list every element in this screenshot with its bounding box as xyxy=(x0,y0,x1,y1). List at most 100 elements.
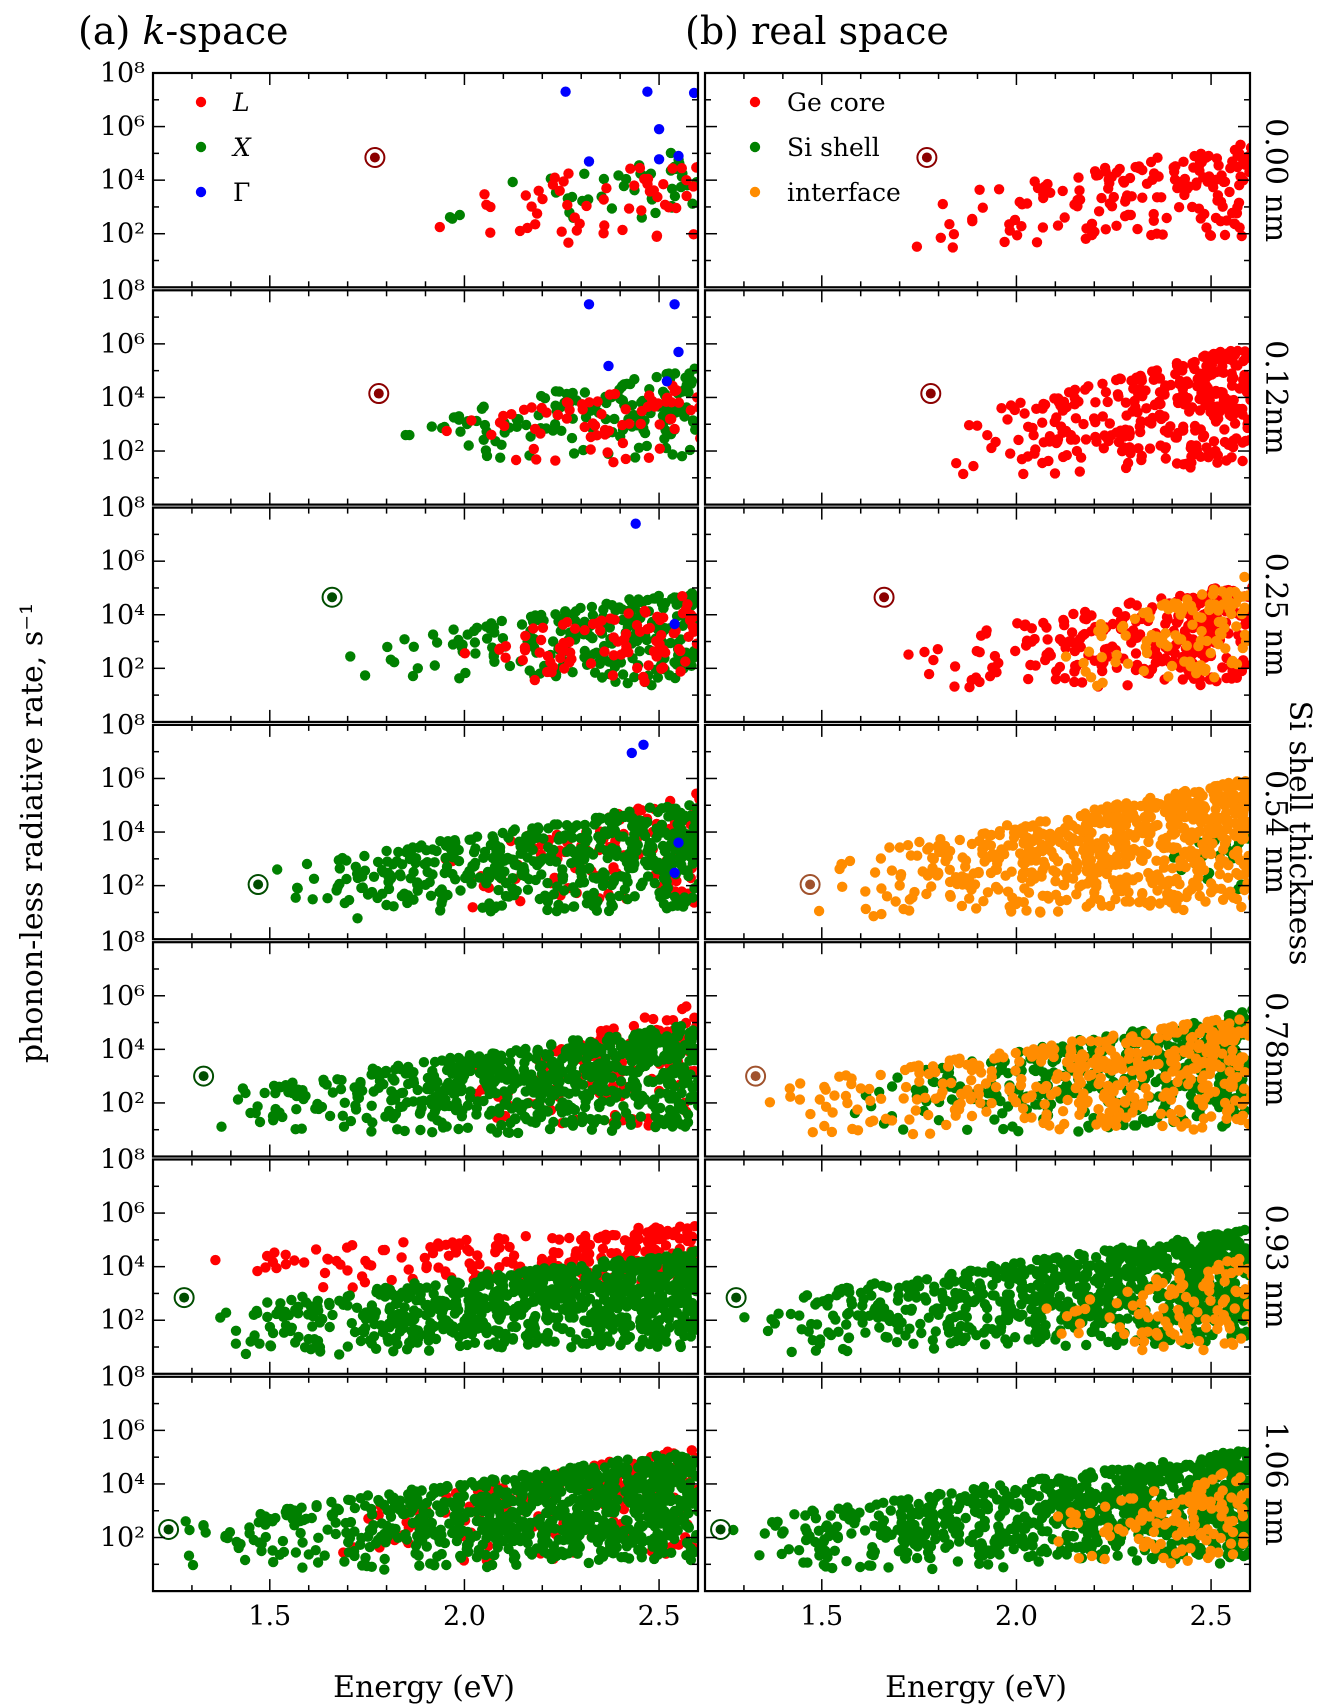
data-point xyxy=(561,846,573,857)
data-point xyxy=(689,1054,698,1066)
data-point xyxy=(1185,1033,1197,1044)
data-point xyxy=(898,903,909,915)
data-point xyxy=(625,163,636,174)
data-point xyxy=(1171,458,1183,469)
x-axis-label-right: Energy (eV) xyxy=(885,1670,1067,1705)
data-point xyxy=(638,671,649,683)
y-tick-label: 10⁸ xyxy=(100,710,145,741)
data-point xyxy=(462,1100,474,1111)
data-point xyxy=(562,199,573,211)
data-point xyxy=(629,671,640,683)
data-point xyxy=(1010,1047,1021,1059)
data-point xyxy=(1243,414,1250,425)
data-point xyxy=(1038,1043,1049,1054)
data-point xyxy=(581,1054,592,1065)
data-point xyxy=(1052,220,1064,231)
data-point xyxy=(497,633,509,644)
data-point xyxy=(1186,451,1197,462)
data-point xyxy=(415,1106,426,1118)
data-point xyxy=(1217,662,1228,673)
data-point xyxy=(666,1046,677,1057)
y-tick-label: 10⁴ xyxy=(100,600,145,631)
data-point xyxy=(1175,1106,1186,1118)
data-point xyxy=(628,1039,639,1050)
data-point xyxy=(637,1090,648,1102)
data-point xyxy=(1120,858,1131,870)
data-point xyxy=(1129,613,1141,624)
data-point xyxy=(914,1076,925,1087)
data-point xyxy=(971,903,982,914)
data-point xyxy=(1239,1095,1250,1107)
gap-state-point xyxy=(925,388,936,399)
data-point xyxy=(892,1072,903,1083)
data-point xyxy=(1147,412,1158,424)
data-point xyxy=(489,656,500,667)
data-point xyxy=(361,1112,372,1124)
data-point xyxy=(591,873,602,884)
data-point xyxy=(1068,608,1079,620)
data-point xyxy=(504,1056,516,1068)
data-point xyxy=(564,1043,576,1054)
data-point xyxy=(390,1064,401,1075)
data-point xyxy=(495,872,507,884)
data-point xyxy=(1049,393,1060,404)
data-point xyxy=(606,203,618,214)
data-point xyxy=(557,874,568,885)
data-point xyxy=(686,378,697,389)
data-point xyxy=(1021,905,1032,916)
data-point xyxy=(1160,453,1172,464)
data-point xyxy=(520,1043,531,1055)
data-point xyxy=(1137,1113,1149,1125)
data-point xyxy=(999,236,1010,248)
data-point xyxy=(1086,610,1097,621)
data-point xyxy=(642,86,653,97)
data-point xyxy=(1111,220,1122,231)
data-point xyxy=(937,198,948,210)
data-point xyxy=(968,868,979,879)
data-point xyxy=(649,593,661,604)
data-point xyxy=(996,403,1007,414)
data-point xyxy=(923,668,935,680)
data-point xyxy=(611,845,622,856)
data-point xyxy=(1174,181,1185,192)
data-point xyxy=(654,419,665,430)
data-point xyxy=(416,840,427,851)
data-point xyxy=(542,896,553,907)
data-point xyxy=(1228,892,1239,903)
data-point xyxy=(560,86,571,97)
data-point xyxy=(1208,436,1220,447)
data-point xyxy=(1030,660,1041,671)
data-point xyxy=(1224,1018,1235,1029)
gap-state-ring xyxy=(916,147,938,169)
data-point xyxy=(1116,622,1128,633)
points-k-0 xyxy=(434,86,698,248)
data-point xyxy=(548,1116,559,1128)
data-point xyxy=(549,819,560,830)
data-point xyxy=(1093,206,1105,217)
data-point xyxy=(1221,455,1232,466)
data-point xyxy=(1101,1121,1112,1132)
data-point xyxy=(927,1061,939,1072)
data-point xyxy=(1159,855,1170,866)
points-k-3 xyxy=(272,739,698,924)
data-point xyxy=(1133,161,1145,172)
data-point xyxy=(408,641,419,652)
data-point xyxy=(964,893,975,904)
data-point xyxy=(1137,889,1148,900)
data-point xyxy=(1122,680,1133,691)
data-point xyxy=(1122,658,1134,669)
data-point xyxy=(1074,185,1085,196)
gap-state-ring xyxy=(799,874,821,896)
data-point xyxy=(671,385,682,396)
data-point xyxy=(581,200,592,212)
data-point xyxy=(974,184,985,195)
data-point xyxy=(559,903,570,914)
data-point xyxy=(345,651,356,662)
data-point xyxy=(661,376,673,387)
data-point xyxy=(1123,887,1134,898)
data-point xyxy=(496,1119,507,1131)
data-point xyxy=(663,811,674,822)
data-point xyxy=(427,629,439,640)
data-point xyxy=(620,453,631,465)
data-point xyxy=(1201,367,1213,378)
